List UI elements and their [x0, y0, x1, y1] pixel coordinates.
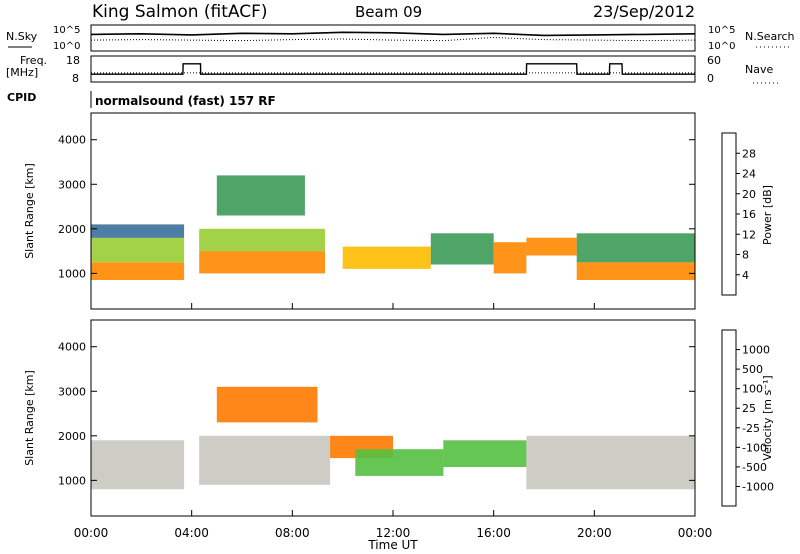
nave-label: Nave: [745, 63, 773, 76]
cpid-value: normalsound (fast) 157 RF: [95, 94, 276, 108]
power-colorbar-tick-label-2: 20: [742, 188, 756, 201]
velocity-heatmap: [91, 386, 695, 490]
power-colorbar-tick-label-6: 4: [742, 269, 749, 282]
power-colorbar-label: Power [dB]: [761, 185, 774, 245]
date-label: 23/Sep/2012: [593, 2, 695, 21]
power-region-8: [493, 242, 527, 274]
time-tick-label-6: 00:00: [678, 526, 713, 540]
power-region-1: [91, 237, 185, 263]
velocity-ytick-label-1: 2000: [58, 430, 86, 443]
velocity-region-5: [443, 440, 527, 467]
noise-line-nsearch: [90, 36, 696, 42]
velocity-region-6: [526, 435, 695, 490]
power-region-10: [576, 262, 695, 280]
velocity-range-ticks: 1000 2000 3000 4000: [58, 341, 695, 487]
power-ytick-label-3: 4000: [58, 134, 86, 147]
power-region-4: [199, 228, 325, 252]
velocity-region-2: [216, 386, 318, 423]
power-colorbar-tick-label-0: 28: [742, 147, 756, 160]
velocity-colorbar-tick-label-3: 25: [742, 402, 756, 415]
noise-panel-frame: [90, 24, 696, 52]
noise-line-nsky: [90, 31, 696, 37]
nave-tick-bottom: 0: [707, 72, 714, 85]
power-colorbar-frame: [721, 132, 737, 296]
power-colorbar: 28 24 20 16 12 8 4: [721, 132, 756, 296]
power-region-2: [91, 224, 185, 238]
nave-tick-top: 60: [707, 54, 721, 67]
station-title: King Salmon (fitACF): [92, 2, 268, 22]
velocity-range-axis-label: Slant Range [km]: [23, 370, 36, 466]
freq-label-line2: [MHz]: [6, 66, 38, 79]
velocity-colorbar-tick-label-0: 1000: [742, 344, 770, 357]
time-tick-label-4: 16:00: [476, 526, 511, 540]
noise-series: [90, 31, 696, 42]
power-colorbar-tick-label-4: 12: [742, 228, 756, 241]
power-range-ticks: 1000 2000 3000 4000: [58, 134, 695, 280]
time-tick-label-2: 08:00: [275, 526, 310, 540]
time-tick-label-3: 12:00: [376, 526, 411, 540]
power-ytick-label-1: 2000: [58, 223, 86, 236]
power-ytick-label-2: 3000: [58, 178, 86, 191]
power-panel: 1000 2000 3000 4000 Slant Range [km]: [23, 112, 696, 310]
time-axis-ticks: 00:00 04:00 08:00 12:00 16:00 20:00 00:00: [74, 303, 713, 540]
power-region-5: [216, 175, 305, 216]
power-region-11: [576, 233, 695, 263]
noise-tick-right-top: 10^5: [708, 25, 735, 36]
velocity-region-0: [91, 440, 185, 490]
velocity-ytick-label-0: 1000: [58, 474, 86, 487]
velocity-region-1: [199, 435, 331, 485]
velocity-colorbar-tick-label-1: 500: [742, 363, 763, 376]
freq-line-freq: [91, 63, 695, 75]
time-tick-label-5: 20:00: [577, 526, 612, 540]
power-region-9: [526, 237, 577, 256]
velocity-colorbar-tick-label-4: -25: [742, 422, 760, 435]
noise-tick-left-bottom: 10^0: [53, 41, 80, 52]
power-ytick-label-0: 1000: [58, 267, 86, 280]
noise-tick-left-top: 10^5: [53, 25, 80, 36]
freq-tick-bottom: 8: [72, 72, 79, 85]
noise-tick-right-bottom: 10^0: [708, 41, 735, 52]
noise-panel: N.Sky 10^5 10^0 10^5 10^0 N.Search: [6, 24, 795, 52]
power-region-0: [91, 262, 185, 280]
power-region-3: [199, 251, 325, 274]
velocity-colorbar-tick-label-7: -1000: [742, 480, 774, 493]
nsky-label: N.Sky: [6, 30, 38, 43]
freq-panel: Freq. [MHz] 18 8 60 0 Nave: [6, 54, 778, 85]
velocity-colorbar-tick-label-5: -100: [742, 441, 767, 454]
power-region-7: [430, 233, 494, 265]
freq-label-line1: Freq.: [20, 54, 47, 67]
time-tick-label-0: 00:00: [74, 526, 109, 540]
power-range-axis-label: Slant Range [km]: [23, 163, 36, 259]
cpid-label: CPID: [7, 91, 36, 104]
power-heatmap: [91, 175, 695, 280]
power-region-6: [342, 246, 431, 269]
velocity-colorbar-tick-label-6: -500: [742, 461, 767, 474]
velocity-ytick-label-2: 3000: [58, 385, 86, 398]
time-axis-label: Time UT: [367, 538, 418, 552]
power-colorbar-tick-label-5: 8: [742, 249, 749, 262]
velocity-ytick-label-3: 4000: [58, 341, 86, 354]
power-colorbar-tick-label-1: 24: [742, 168, 756, 181]
velocity-colorbar: 1000 500 100 25 -25 -100 -500 -1000: [721, 329, 774, 507]
velocity-colorbar-frame: [721, 329, 737, 507]
beam-label: Beam 09: [355, 3, 422, 21]
velocity-colorbar-label: Velocity [m s⁻¹]: [761, 375, 774, 460]
time-tick-label-1: 04:00: [174, 526, 209, 540]
freq-panel-frame: [90, 55, 696, 83]
freq-series: [91, 63, 695, 75]
nsearch-label: N.Search: [745, 30, 795, 43]
freq-tick-top: 18: [66, 54, 80, 67]
velocity-colorbar-tick-label-2: 100: [742, 383, 763, 396]
power-colorbar-tick-label-3: 16: [742, 208, 756, 221]
velocity-region-4: [355, 449, 444, 476]
